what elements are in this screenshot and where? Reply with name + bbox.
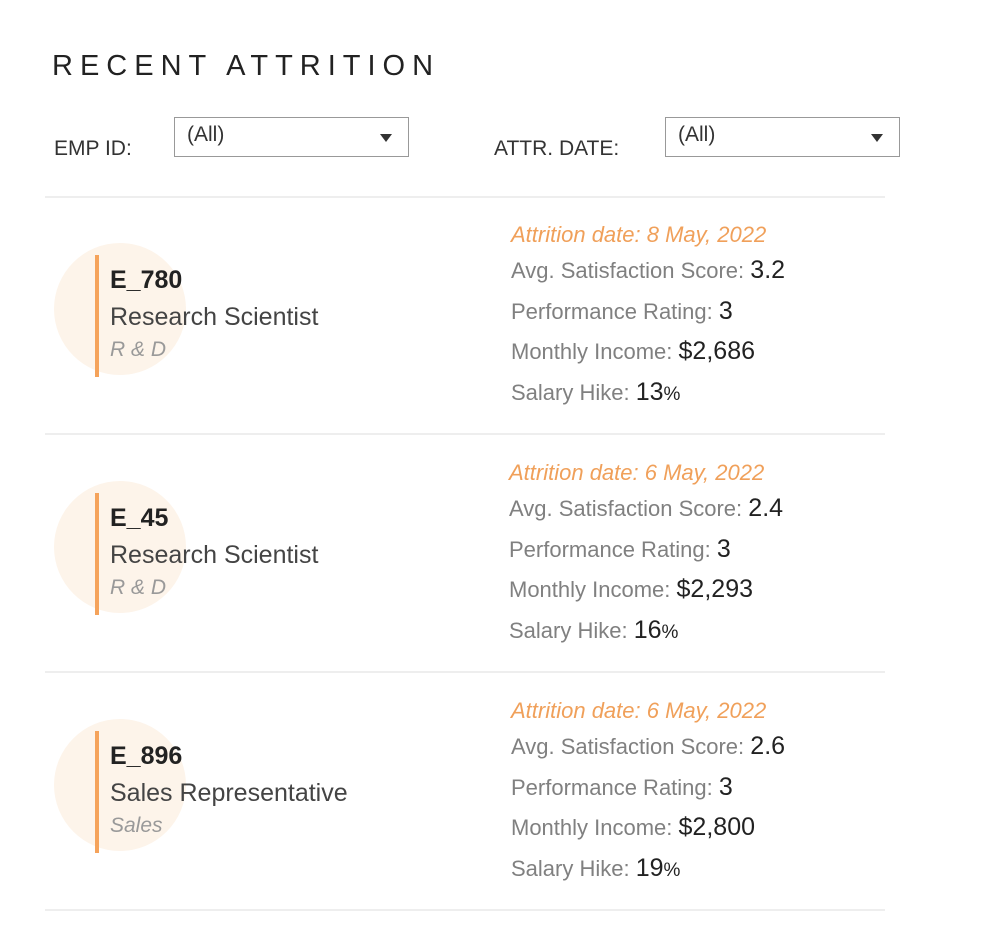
detail-label: Salary Hike: — [509, 617, 628, 643]
avatar-circle — [54, 481, 186, 613]
detail-value: 3 — [716, 534, 731, 563]
detail-value: $2,293 — [676, 575, 753, 603]
detail-label: Monthly Income: — [511, 339, 673, 364]
detail-label: Avg. Satisfaction Score: — [511, 734, 745, 759]
detail-label: Avg. Satisfaction Score: — [511, 258, 745, 283]
job-role: Research Scientist — [110, 303, 319, 331]
detail-line: Performance Rating: 3 — [511, 297, 733, 326]
accent-bar — [95, 493, 99, 615]
detail-line: Salary Hike: 16% — [509, 616, 678, 645]
detail-line: Salary Hike: 13% — [511, 378, 680, 407]
detail-label: Monthly Income: — [509, 577, 671, 602]
detail-line: Performance Rating: 3 — [509, 535, 731, 564]
divider — [45, 909, 885, 911]
detail-line: Performance Rating: 3 — [511, 773, 733, 802]
detail-label: Avg. Satisfaction Score: — [509, 496, 743, 521]
detail-label: Performance Rating: — [509, 536, 711, 562]
employee-id: E_896 — [110, 742, 183, 770]
department: R & D — [110, 338, 167, 361]
detail-value: 19 — [635, 853, 664, 882]
detail-line: Monthly Income: $2,293 — [509, 575, 753, 604]
detail-value: 3 — [718, 296, 733, 325]
detail-label: Performance Rating: — [511, 298, 713, 324]
detail-line: Monthly Income: $2,800 — [511, 813, 755, 842]
accent-bar — [95, 255, 99, 377]
detail-value: 3.2 — [750, 256, 786, 284]
filter-label: ATTR. DATE: — [494, 137, 620, 160]
detail-line: Avg. Satisfaction Score: 2.6 — [511, 732, 785, 761]
job-role: Research Scientist — [110, 541, 319, 569]
accent-bar — [95, 731, 99, 853]
job-role: Sales Representative — [110, 779, 348, 807]
dropdown[interactable]: (All) — [665, 117, 900, 157]
divider — [45, 433, 885, 435]
detail-value: $2,686 — [678, 337, 755, 365]
avatar-circle — [54, 719, 186, 851]
detail-value: 13 — [635, 377, 664, 406]
detail-label: Salary Hike: — [511, 855, 630, 881]
detail-line: Avg. Satisfaction Score: 2.4 — [509, 494, 783, 523]
title: RECENT ATTRITION — [52, 50, 441, 82]
divider — [45, 671, 885, 673]
employee-id: E_780 — [110, 266, 183, 294]
detail-value: $2,800 — [678, 813, 755, 841]
record-list: E_780 Research Scientist R & D Attrition da… — [54, 222, 785, 882]
dropdown-value: (All) — [678, 123, 716, 146]
detail-line: Salary Hike: 19% — [511, 854, 680, 882]
dropdown[interactable]: (All) — [174, 117, 409, 157]
department: R & D — [110, 576, 167, 599]
detail-value: 2.6 — [750, 732, 786, 760]
attrition-date: Attrition date: 8 May, 2022 — [511, 222, 767, 247]
detail-unit: % — [663, 383, 681, 405]
dropdown-value: (All) — [187, 123, 225, 146]
detail-unit: % — [661, 621, 679, 643]
filter-label: EMP ID: — [54, 137, 132, 160]
employee-id: E_45 — [110, 504, 169, 532]
detail-label: Monthly Income: — [511, 815, 673, 840]
detail-label: Performance Rating: — [511, 774, 713, 800]
detail-line: Avg. Satisfaction Score: 3.2 — [511, 256, 785, 285]
attrition-date: Attrition date: 6 May, 2022 — [511, 698, 767, 723]
detail-label: Salary Hike: — [511, 379, 630, 405]
avatar-circle — [54, 243, 186, 375]
detail-value: 2.4 — [748, 494, 784, 522]
department: Sales — [110, 814, 163, 837]
detail-value: 16 — [633, 615, 662, 644]
attrition-date: Attrition date: 6 May, 2022 — [509, 460, 765, 485]
divider — [45, 196, 885, 198]
detail-value: 3 — [718, 772, 733, 801]
detail-unit: % — [663, 859, 681, 881]
detail-line: Monthly Income: $2,686 — [511, 337, 755, 366]
